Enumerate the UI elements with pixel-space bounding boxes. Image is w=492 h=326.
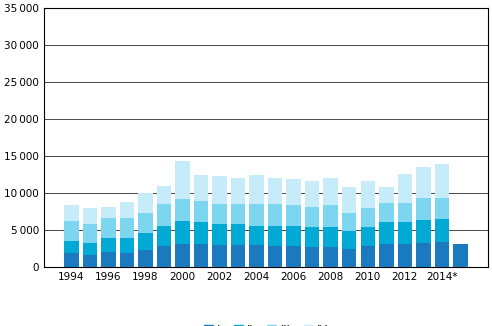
Bar: [101, 218, 116, 238]
Bar: [268, 178, 282, 204]
Bar: [416, 167, 430, 199]
Legend: I, II, III, IV: I, II, III, IV: [200, 320, 332, 326]
Bar: [305, 181, 319, 207]
Bar: [213, 204, 227, 224]
Bar: [434, 198, 449, 219]
Bar: [268, 226, 282, 246]
Bar: [213, 224, 227, 245]
Bar: [83, 208, 97, 224]
Bar: [342, 249, 357, 267]
Bar: [231, 224, 246, 245]
Bar: [138, 232, 153, 250]
Bar: [342, 187, 357, 213]
Bar: [101, 238, 116, 252]
Bar: [361, 246, 375, 267]
Bar: [286, 246, 301, 267]
Bar: [194, 201, 208, 222]
Bar: [434, 242, 449, 267]
Bar: [157, 246, 171, 267]
Bar: [434, 164, 449, 198]
Bar: [231, 245, 246, 267]
Bar: [157, 186, 171, 204]
Bar: [101, 252, 116, 267]
Bar: [286, 205, 301, 226]
Bar: [398, 203, 412, 222]
Bar: [305, 227, 319, 247]
Bar: [361, 227, 375, 246]
Bar: [342, 231, 357, 249]
Bar: [379, 203, 394, 222]
Bar: [64, 205, 79, 221]
Bar: [324, 246, 338, 267]
Bar: [361, 181, 375, 208]
Bar: [138, 250, 153, 267]
Bar: [286, 179, 301, 205]
Bar: [175, 199, 190, 221]
Bar: [416, 243, 430, 267]
Bar: [416, 220, 430, 243]
Bar: [175, 244, 190, 267]
Bar: [120, 253, 134, 267]
Bar: [305, 207, 319, 227]
Bar: [416, 199, 430, 220]
Bar: [83, 255, 97, 267]
Bar: [342, 213, 357, 231]
Bar: [175, 161, 190, 199]
Bar: [379, 186, 394, 203]
Bar: [249, 226, 264, 245]
Bar: [138, 213, 153, 232]
Bar: [379, 222, 394, 244]
Bar: [213, 176, 227, 204]
Bar: [453, 244, 468, 267]
Bar: [83, 224, 97, 243]
Bar: [379, 244, 394, 267]
Bar: [120, 218, 134, 238]
Bar: [361, 208, 375, 227]
Bar: [101, 207, 116, 218]
Bar: [305, 247, 319, 267]
Bar: [157, 204, 171, 226]
Bar: [157, 226, 171, 246]
Bar: [249, 175, 264, 204]
Bar: [138, 193, 153, 213]
Bar: [175, 221, 190, 244]
Bar: [64, 253, 79, 267]
Bar: [213, 245, 227, 267]
Bar: [268, 204, 282, 226]
Bar: [64, 221, 79, 241]
Bar: [231, 204, 246, 224]
Bar: [194, 175, 208, 201]
Bar: [398, 222, 412, 244]
Bar: [286, 226, 301, 246]
Bar: [249, 204, 264, 226]
Bar: [398, 244, 412, 267]
Bar: [120, 238, 134, 253]
Bar: [231, 178, 246, 204]
Bar: [194, 222, 208, 244]
Bar: [194, 244, 208, 267]
Bar: [120, 202, 134, 218]
Bar: [268, 246, 282, 267]
Bar: [64, 241, 79, 253]
Bar: [398, 174, 412, 203]
Bar: [83, 243, 97, 255]
Bar: [324, 227, 338, 246]
Bar: [324, 205, 338, 227]
Bar: [434, 219, 449, 242]
Bar: [249, 245, 264, 267]
Bar: [324, 178, 338, 205]
